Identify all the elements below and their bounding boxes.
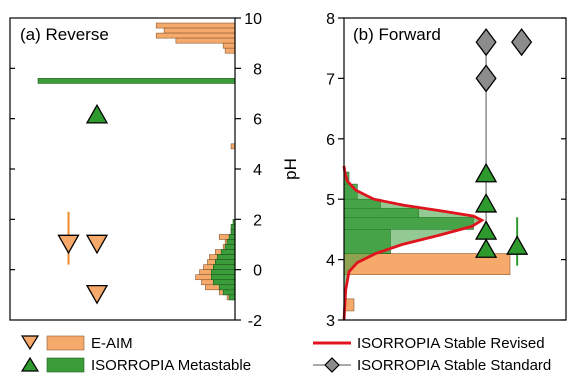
legend: E-AIM ISORROPIA Metastable ISORROPIA Sta… bbox=[20, 335, 551, 374]
eaim-marker bbox=[57, 234, 80, 255]
histogram-bar bbox=[222, 42, 236, 49]
histogram-bar bbox=[220, 249, 236, 255]
panel-b-markers bbox=[474, 28, 533, 266]
panel-b-frame bbox=[343, 17, 567, 321]
metastable-marker bbox=[474, 193, 498, 213]
panel-b-y-axis: 3 4 5 6 7 8 bbox=[326, 11, 566, 330]
eaim-marker bbox=[85, 284, 109, 305]
y-tick-label: 4 bbox=[326, 253, 335, 270]
metastable-marker bbox=[474, 238, 498, 258]
legend-eaim-label: E-AIM bbox=[91, 335, 133, 352]
legend-metastable-swatch bbox=[46, 357, 85, 373]
y-tick-label: 0 bbox=[253, 263, 262, 280]
histogram-bar bbox=[224, 47, 236, 54]
eaim-marker bbox=[85, 234, 109, 255]
histogram-bar bbox=[228, 294, 236, 301]
panel-b-title: (b) Forward bbox=[353, 25, 441, 44]
y-tick-label: 7 bbox=[326, 71, 335, 88]
histogram-bar bbox=[37, 78, 236, 84]
histogram-bar bbox=[215, 259, 236, 265]
histogram-bar bbox=[216, 254, 236, 260]
legend-stable-standard-label: ISORROPIA Stable Standard bbox=[357, 357, 551, 374]
histogram-bar bbox=[218, 284, 236, 291]
legend-stable-standard: ISORROPIA Stable Standard bbox=[313, 357, 551, 374]
legend-metastable: ISORROPIA Metastable bbox=[20, 356, 251, 374]
y-tick-label: 3 bbox=[326, 313, 335, 330]
metastable-marker bbox=[506, 235, 529, 255]
standard-marker bbox=[511, 28, 533, 57]
standard-marker bbox=[475, 64, 497, 93]
metastable-marker bbox=[85, 103, 109, 124]
legend-eaim-swatch bbox=[46, 335, 85, 351]
panel-a-title: (a) Reverse bbox=[20, 25, 109, 44]
standard-marker bbox=[475, 28, 497, 57]
histogram-bar bbox=[163, 27, 236, 34]
histogram-bar bbox=[213, 279, 236, 286]
legend-eaim-marker bbox=[20, 335, 40, 351]
histogram-bar bbox=[226, 239, 236, 245]
legend-stable-standard-marker bbox=[324, 357, 340, 373]
y-tick-label: 2 bbox=[253, 212, 262, 229]
histogram-bar bbox=[211, 274, 236, 281]
y-tick-label: 6 bbox=[326, 132, 335, 149]
panel-b-revised-curve bbox=[342, 165, 485, 321]
histogram-bar bbox=[213, 264, 236, 270]
y-tick-label: -2 bbox=[248, 313, 262, 330]
histogram-bar bbox=[155, 32, 236, 39]
legend-eaim: E-AIM bbox=[20, 335, 133, 352]
panel-a-y-axis: -2 0 2 4 6 8 10 bbox=[10, 11, 262, 330]
legend-metastable-marker bbox=[20, 356, 40, 372]
y-tick-label: 8 bbox=[253, 61, 262, 78]
y-axis-label: pH bbox=[281, 158, 300, 180]
panel-a-markers bbox=[57, 103, 109, 305]
y-tick-label: 4 bbox=[253, 162, 262, 179]
panel-b-forward: 3 4 5 6 7 8 (b) Forward bbox=[326, 11, 567, 330]
legend-stable-revised: ISORROPIA Stable Revised bbox=[313, 335, 545, 352]
y-tick-label: 8 bbox=[326, 11, 335, 28]
panel-a-reverse: -2 0 2 4 6 8 10 (a) Reverse bbox=[9, 11, 262, 330]
histogram-bar bbox=[155, 22, 236, 29]
revised-curve-fill bbox=[344, 165, 482, 320]
histogram-bar bbox=[211, 269, 236, 275]
histogram-bar bbox=[175, 37, 236, 44]
histogram-bar bbox=[222, 289, 236, 296]
legend-stable-revised-label: ISORROPIA Stable Revised bbox=[357, 335, 545, 352]
histogram-bar bbox=[228, 234, 236, 240]
metastable-marker bbox=[474, 220, 498, 240]
legend-metastable-label: ISORROPIA Metastable bbox=[91, 357, 251, 374]
metastable-marker bbox=[474, 162, 498, 183]
y-tick-label: 6 bbox=[253, 112, 262, 129]
y-tick-label: 5 bbox=[326, 192, 335, 209]
histogram-bar bbox=[224, 244, 236, 250]
revised-curve-line bbox=[342, 165, 485, 321]
panel-a-histograms bbox=[37, 22, 236, 301]
y-tick-label: 10 bbox=[244, 11, 262, 28]
